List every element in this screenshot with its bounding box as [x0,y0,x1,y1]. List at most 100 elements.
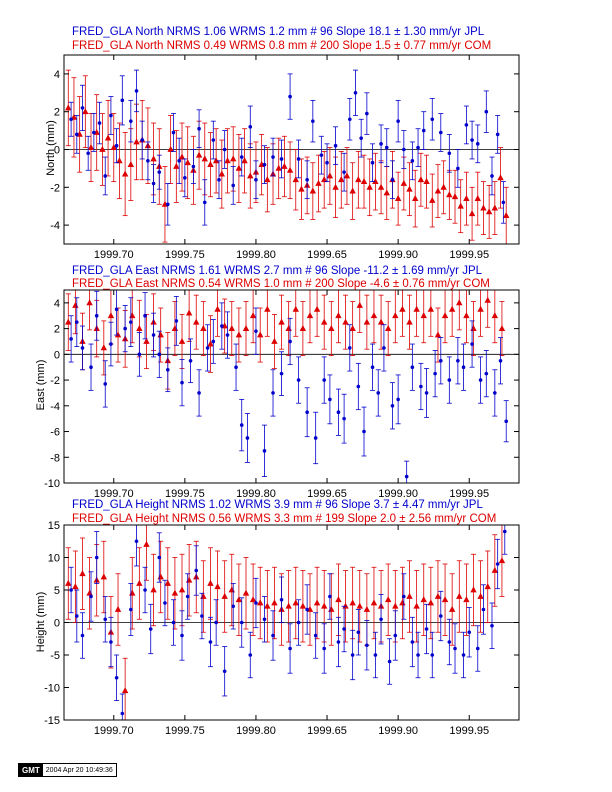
height-jpl-point [279,597,284,602]
height-jpl-point [208,640,213,644]
north-com-point [497,174,504,181]
east-jpl-point [362,429,366,434]
height-com-point [100,573,108,580]
height-title-com: FRED_GLA Height NRMS 0.56 WRMS 3.3 mm # … [72,513,496,525]
north-jpl-point [177,159,181,163]
height-com-point [257,599,264,606]
east-com-point [193,318,200,325]
east-y-tick-label: -4 [50,401,60,413]
north-com-point [485,208,493,215]
north-jpl-point [390,177,395,182]
east-com-point [463,312,470,319]
north-jpl-point [279,157,284,161]
north-com-point [326,172,334,179]
east-com-point [257,331,264,338]
north-com-point [377,183,385,190]
north-com-point [355,176,362,183]
height-jpl-point [481,607,486,612]
east-com-point [114,331,122,338]
north-jpl-point [438,130,443,135]
north-com-point [212,157,220,164]
east-com-point [214,305,221,312]
north-com-point [264,176,271,183]
east-com-point [285,325,292,331]
north-com-point [434,187,442,194]
height-jpl-point [171,620,176,625]
east-com-point [448,305,456,312]
height-com-point [136,579,143,586]
east-com-point [242,325,250,331]
height-jpl-point [180,633,184,638]
height-com-point [214,583,221,590]
height-jpl-point [239,620,244,625]
height-panel: FRED_GLA Height NRMS 1.02 WRMS 3.9 mm # … [35,499,520,737]
north-jpl-point [109,113,113,118]
height-jpl-point [214,620,218,625]
north-jpl-point [271,155,275,159]
east-jpl-point [356,384,361,389]
east-jpl-point [165,367,170,372]
north-jpl-point [325,160,329,165]
north-com-point [110,144,117,151]
east-com-point [356,301,363,308]
height-com-point [392,602,399,609]
east-com-point [328,325,335,331]
north-jpl-point [217,177,221,182]
north-jpl-point [262,162,267,167]
north-jpl-point [305,177,309,182]
plot-timestamp: 2004 Apr 20 10:49:36 [45,766,113,774]
height-com-point [342,602,349,609]
east-jpl-point [262,449,267,453]
height-jpl-point [80,633,85,638]
east-com-point [377,318,385,325]
north-jpl-point [171,130,176,135]
east-com-point [136,325,143,331]
north-com-point [104,134,112,141]
east-jpl-point [245,436,250,440]
height-jpl-point [402,594,406,599]
north-com-point [412,195,419,202]
north-com-point [440,183,447,190]
height-com-point [264,602,271,609]
north-jpl-point [157,170,162,174]
height-jpl-point [453,646,457,651]
height-com-point [370,599,378,606]
north-jpl-point [359,136,363,140]
east-com-point [370,312,378,319]
north-jpl-point [447,151,452,156]
north-com-point [65,104,72,111]
north-x-tick-label: 1999.80 [236,249,276,261]
height-jpl-point [424,627,429,631]
height-com-point [427,599,435,606]
east-jpl-point [220,324,224,328]
east-y-axis-label: East (mm) [35,360,47,411]
north-com-point [195,151,203,158]
north-com-point [321,176,328,183]
north-com-point [281,162,288,169]
north-jpl-point [416,145,420,150]
east-com-point [434,331,442,338]
height-com-point [221,592,228,599]
east-com-point [185,309,193,316]
height-y-tick-label: 10 [48,553,60,565]
east-com-point [157,331,164,338]
north-com-point [121,170,129,177]
height-jpl-point [163,601,167,605]
east-x-tick-label: 1999.90 [378,488,418,500]
east-x-tick-label: 1999.70 [94,488,134,500]
north-com-point [133,138,140,145]
east-jpl-point [279,371,284,376]
north-jpl-point [92,130,96,135]
east-com-point [306,312,314,319]
north-jpl-point [379,142,383,146]
height-com-point [363,605,371,612]
east-jpl-point [484,371,489,376]
north-jpl-point [231,183,236,188]
north-jpl-point [470,138,474,142]
north-y-tick-label: 2 [54,107,60,119]
height-com-point [470,586,477,593]
north-com-point [468,210,476,217]
height-com-point [349,599,356,606]
north-jpl-point [254,177,258,182]
height-com-point [228,586,235,593]
